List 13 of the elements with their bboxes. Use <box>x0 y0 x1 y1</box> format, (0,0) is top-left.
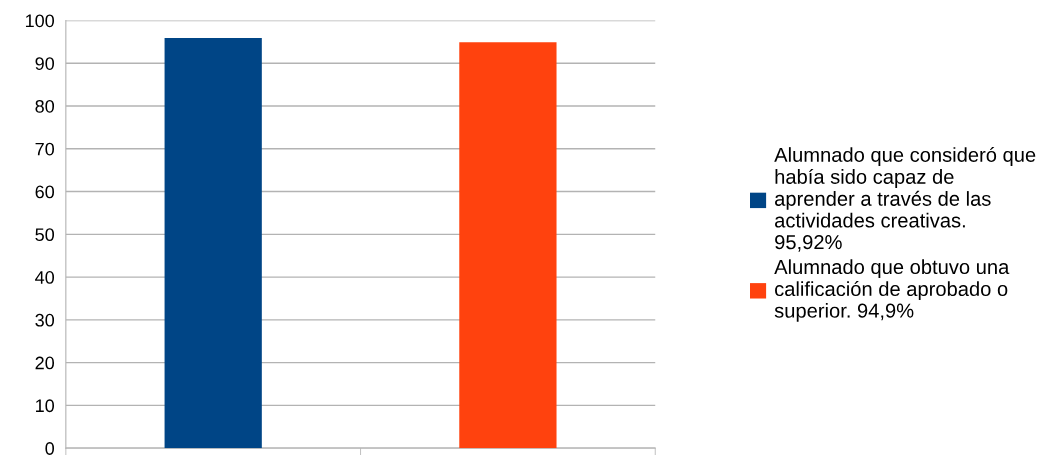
y-tick-label: 70 <box>35 142 55 156</box>
y-tick-label: 20 <box>35 356 55 370</box>
y-tick-label: 100 <box>25 14 55 28</box>
y-tick-label: 90 <box>35 57 55 70</box>
legend-label: Alumnado que consideró que había sido capaz de aprender a través de las actividades creativas. 95,92% <box>774 146 1036 252</box>
y-tick-label: 30 <box>35 313 55 327</box>
y-tick-label: 60 <box>35 185 55 199</box>
y-tick-label: 0 <box>45 442 55 455</box>
y-tick-label: 40 <box>35 271 55 284</box>
y-tick-label: 80 <box>35 99 55 113</box>
legend-label: Alumnado que obtuvo una calificación de aprobado o superior. 94,9% <box>774 259 1010 322</box>
y-tick-label: 50 <box>35 228 55 242</box>
y-tick-label: 10 <box>36 399 55 413</box>
